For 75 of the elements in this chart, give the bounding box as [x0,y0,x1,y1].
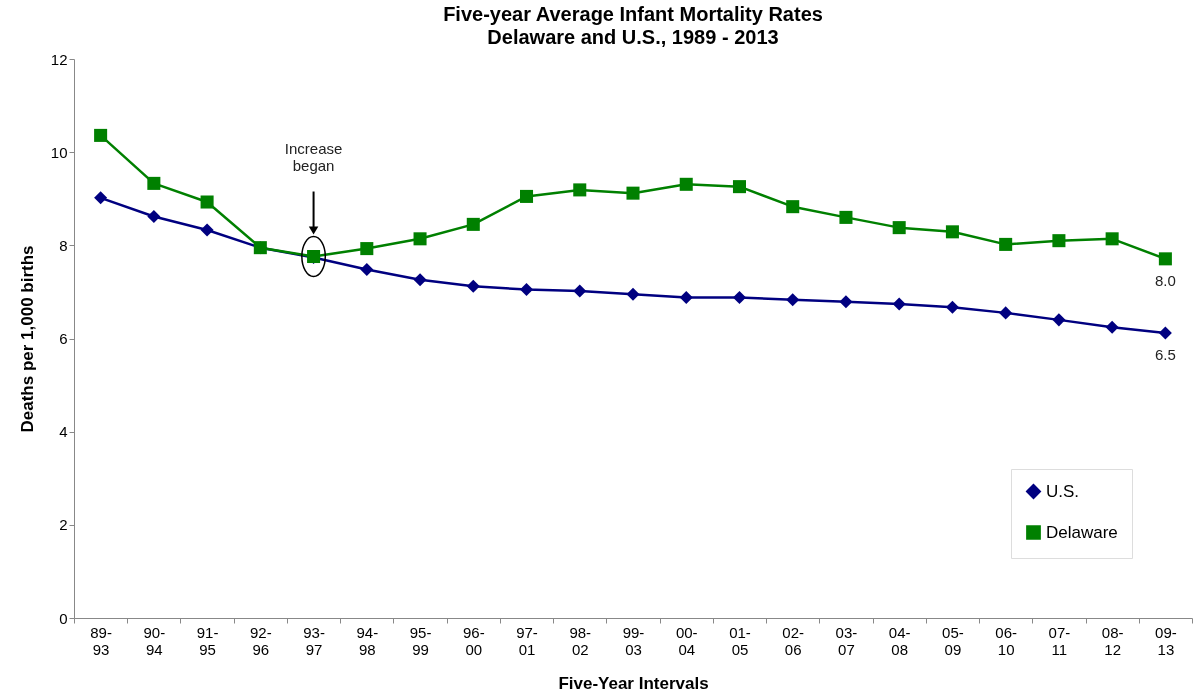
point [626,186,640,200]
x-tick-label: 99-03 [622,623,645,658]
point [413,232,427,246]
point [786,293,800,307]
point [732,290,746,305]
x-tick-label: 93-97 [303,623,325,658]
point [413,273,427,287]
point [200,195,214,209]
y-tick-label: 6 [59,330,68,347]
point [892,221,906,235]
point [1158,326,1172,340]
point [573,284,587,298]
x-tick-label: 89-93 [90,623,112,658]
x-tick-label: 05-09 [942,623,964,658]
point [360,242,374,256]
point [573,183,587,197]
point [1105,232,1119,246]
point [360,263,374,277]
point [1105,320,1119,334]
point [839,295,853,309]
point [94,191,108,205]
annotation: Increase began [284,139,343,174]
x-tick-label: 09-13 [1155,623,1177,658]
point [1052,313,1066,327]
x-tick-label: 02-06 [782,623,805,658]
y-tick-label: 12 [50,50,68,68]
point [200,223,214,237]
point [94,128,108,142]
x-tick-label: 90-94 [143,623,166,658]
x-tick-label: 08-12 [1101,623,1124,658]
x-tick-label: 92-96 [249,623,272,658]
point [945,225,959,239]
x-tick-label: 97-01 [516,623,538,658]
y-tick-label: 0 [59,609,68,627]
point [999,306,1013,320]
chart-title: Five-year Average Infant Mortality Rates [443,3,823,25]
point [1158,252,1172,266]
x-tick-label: 96-00 [462,623,485,658]
x-tick-label: 95-99 [409,623,432,658]
y-tick-label: 8 [59,236,68,254]
annotation: 8.0 [1154,271,1176,289]
annotation: 6.5 [1154,345,1176,363]
point [520,283,534,297]
x-tick-label: 98-02 [569,623,592,658]
x-tick-label: 03-07 [835,623,858,658]
x-tick-label: 07-11 [1048,623,1071,658]
point [147,176,161,190]
x-tick-label: 00-04 [675,623,698,658]
point [466,217,480,231]
x-axis-title: Five-Year Intervals [558,673,709,693]
point [999,237,1013,251]
point [732,180,746,194]
point [1052,234,1066,248]
point [892,297,906,311]
point [786,200,800,214]
point [520,189,534,203]
point [945,300,959,314]
y-tick-label: 10 [50,143,68,161]
legend-label: Delaware [1046,522,1118,542]
point [679,290,693,305]
x-tick-label: 06-10 [995,623,1018,658]
x-tick-label: 94-98 [356,623,379,658]
point [626,287,640,301]
x-tick-label: 04-08 [888,623,911,658]
x-tick-label: 91-95 [196,623,219,658]
point [147,209,161,223]
legend-label: U.S. [1046,481,1080,501]
x-tick-label: 01-05 [729,623,751,658]
point [679,177,693,191]
y-tick-label: 2 [59,516,68,534]
chart-subtitle: Delaware and U.S., 1989 - 2013 [487,26,779,48]
point [839,210,853,224]
y-tick-label: 4 [59,423,68,441]
y-axis-title: Deaths per 1,000 births [17,245,37,433]
point [466,279,480,293]
